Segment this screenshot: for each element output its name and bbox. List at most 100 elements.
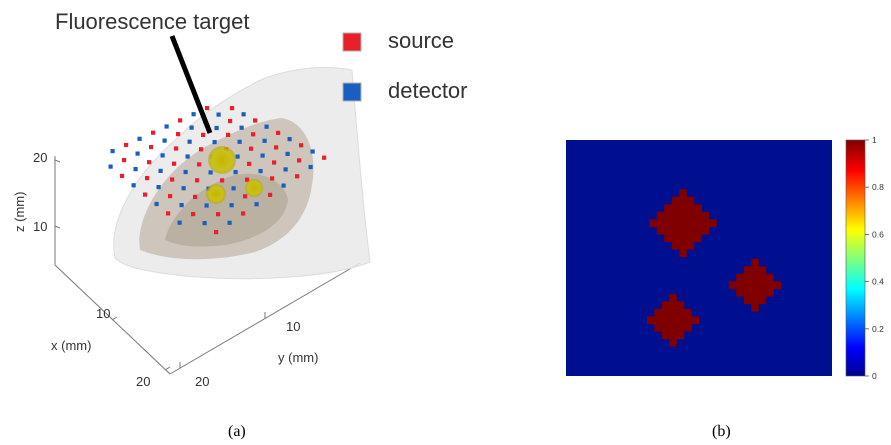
source-point [145, 176, 150, 181]
source-point [149, 145, 154, 150]
detector-point [177, 220, 182, 225]
source-point [168, 194, 173, 199]
source-point [228, 119, 233, 124]
source-point [268, 192, 273, 197]
source-point [297, 158, 302, 163]
source-point [276, 130, 281, 135]
detector-point [158, 168, 163, 173]
detector-point [179, 203, 184, 208]
target-blob-right [743, 296, 767, 305]
source-point [143, 192, 148, 197]
detector-point [264, 124, 269, 129]
source-point [241, 211, 246, 216]
source-point [174, 146, 179, 151]
detector-point [308, 164, 313, 170]
detector-point [133, 167, 138, 172]
source-point [191, 212, 196, 217]
source-point [147, 160, 152, 165]
detector-point [185, 154, 190, 159]
detector-point [137, 136, 142, 141]
detector-point [202, 221, 207, 226]
legend: source detector [342, 28, 468, 103]
source-point [122, 158, 127, 163]
y-tick-10: 10 [286, 319, 300, 334]
detector-point [189, 125, 194, 130]
y-tick-20: 20 [195, 374, 209, 389]
target-blob-bottom [654, 308, 692, 317]
detector-point [135, 151, 140, 156]
source-point [249, 146, 254, 151]
source-point [247, 161, 252, 166]
detector-point [131, 183, 136, 188]
target-blob-large [656, 211, 710, 220]
detector-point [260, 153, 265, 158]
source-point [251, 132, 256, 137]
target-blob-large [656, 226, 710, 235]
source-point [166, 211, 171, 216]
detector-point [233, 170, 238, 175]
source-point [178, 118, 183, 123]
legend-detector-swatch [342, 82, 362, 102]
source-point [170, 177, 175, 182]
source-point [272, 160, 277, 165]
detector-point [204, 203, 209, 208]
target-blob-bottom [661, 331, 685, 340]
legend-source-label: source [388, 28, 454, 53]
target-blob-large [679, 249, 687, 258]
target-blob-bottom [646, 316, 700, 325]
target-blob-large [679, 189, 687, 198]
detector-point [110, 149, 115, 154]
panel-a: Fluorescence target source detector 20 1… [12, 9, 468, 440]
target-blob-large [664, 204, 702, 213]
detector-point [287, 137, 292, 142]
target-blob-right [751, 258, 759, 267]
detector-point [160, 153, 165, 158]
detector-point [231, 186, 236, 191]
detector-point [281, 183, 286, 188]
detector-point [241, 112, 246, 117]
source-point [270, 176, 275, 181]
legend-detector-label: detector [388, 78, 468, 103]
source-point [201, 132, 206, 137]
source-point [205, 106, 210, 111]
source-point [195, 178, 200, 183]
detector-point [229, 203, 234, 208]
z-axis-label: z (mm) [12, 192, 27, 232]
source-point [220, 178, 225, 183]
source-point [124, 142, 129, 148]
source-point [193, 194, 198, 199]
detector-point [283, 167, 288, 172]
target-sphere-2 [206, 184, 226, 204]
annotation-label: Fluorescence target [55, 9, 249, 34]
target-blob-large [649, 219, 717, 228]
legend-source-swatch [342, 32, 362, 52]
colorbar-tick-label: 0.6 [872, 229, 884, 239]
colorbar [845, 139, 866, 377]
detector-point [156, 185, 161, 190]
detector-point [216, 112, 221, 117]
detector-point [310, 149, 315, 154]
target-blob-large [671, 241, 695, 250]
target-sphere-1 [208, 146, 236, 174]
detector-point [212, 140, 217, 145]
source-point [245, 177, 250, 182]
colorbar-tick-label: 0.4 [872, 277, 884, 287]
detector-point [227, 220, 232, 225]
x-axis-label: x (mm) [51, 338, 91, 353]
detector-point [239, 125, 244, 130]
colorbar-tick-label: 0 [872, 371, 877, 381]
z-tick-10: 10 [33, 219, 47, 234]
target-blob-bottom [661, 301, 685, 310]
colorbar-ticks: 1 0.8 0.6 0.4 0.2 0 [865, 135, 884, 381]
target-sphere-3 [245, 179, 263, 197]
detector-point [235, 154, 240, 159]
caption-b: (b) [712, 423, 731, 440]
target-blob-right [736, 273, 774, 282]
source-point [172, 161, 177, 166]
source-point [176, 132, 181, 137]
colorbar-tick-label: 0.8 [872, 182, 884, 192]
target-blob-right [728, 281, 782, 290]
panel-b: 1 0.8 0.6 0.4 0.2 0 (b) [566, 135, 884, 440]
y-axis-label: y (mm) [278, 350, 318, 365]
detector-point [237, 139, 242, 144]
